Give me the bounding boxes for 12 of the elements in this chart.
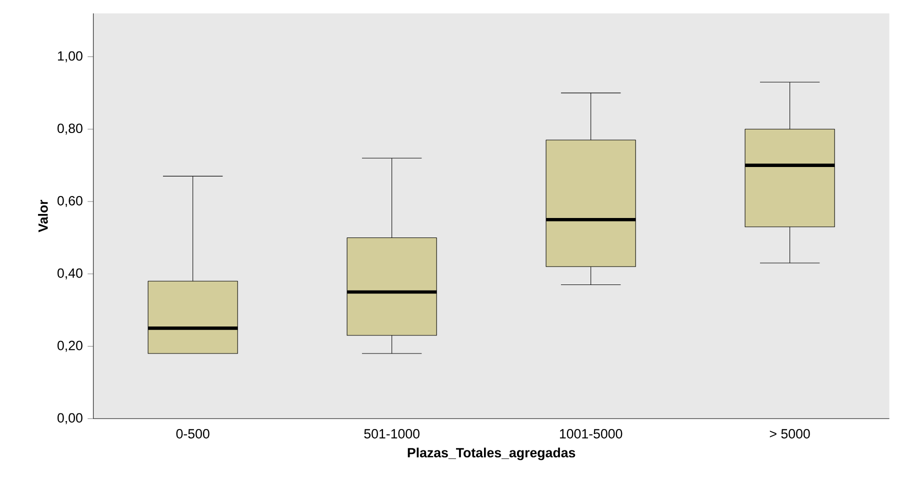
y-tick-label: 0,80 <box>58 124 82 135</box>
y-tick-label: 0,60 <box>58 196 82 208</box>
y-tick-label: 1,00 <box>58 51 82 62</box>
x-tick-label: 501-1000 <box>364 429 420 438</box>
y-tick-label: 0,20 <box>58 340 82 352</box>
y-tick-label: 0,00 <box>58 413 82 424</box>
x-tick-label: 1001-5000 <box>560 429 622 438</box>
x-tick-label: > 5000 <box>770 429 810 438</box>
x-tick-label: 0-500 <box>176 429 210 438</box>
y-axis-title: Valor <box>38 200 48 232</box>
y-tick-label: 0,40 <box>58 268 82 280</box>
x-axis-title: Plazas_Totales_agregadas <box>408 448 576 460</box>
